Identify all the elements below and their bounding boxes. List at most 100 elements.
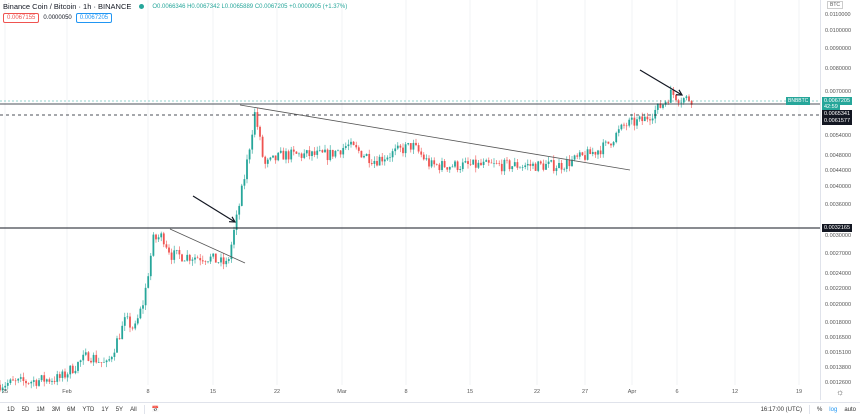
settings-gear-icon[interactable]: ☼ bbox=[836, 387, 845, 397]
candle bbox=[118, 338, 121, 340]
buy-button[interactable]: 0.0067205 bbox=[75, 13, 113, 23]
candle bbox=[563, 168, 566, 170]
candle bbox=[448, 166, 451, 170]
candle bbox=[251, 134, 254, 150]
candle bbox=[19, 377, 22, 379]
candle bbox=[615, 132, 618, 143]
candle bbox=[243, 179, 246, 186]
range-button-6m[interactable]: 6M bbox=[67, 406, 76, 413]
candle bbox=[636, 119, 638, 126]
candle bbox=[110, 356, 113, 360]
candle bbox=[620, 124, 623, 130]
auto-toggle[interactable]: auto bbox=[844, 406, 856, 413]
range-button-1m[interactable]: 1M bbox=[36, 406, 45, 413]
candle bbox=[511, 166, 514, 170]
percent-toggle[interactable]: % bbox=[816, 406, 823, 413]
range-button-all[interactable]: All bbox=[130, 406, 137, 413]
candle bbox=[95, 354, 98, 363]
date-label: 22 bbox=[533, 389, 541, 395]
candle bbox=[599, 150, 602, 155]
calendar-icon[interactable]: 📅 bbox=[151, 407, 160, 413]
candle bbox=[350, 141, 352, 145]
candle bbox=[506, 159, 508, 161]
candle bbox=[638, 116, 641, 120]
price-label: 0.0020000 bbox=[825, 301, 851, 308]
candle bbox=[420, 151, 423, 155]
symbol-title[interactable]: Binance Coin / Bitcoin · 1h · BINANCE bbox=[3, 2, 132, 11]
candle bbox=[654, 109, 657, 119]
candle bbox=[381, 156, 384, 162]
candle bbox=[565, 159, 568, 169]
candle bbox=[235, 214, 238, 230]
price-label: 0.0022000 bbox=[825, 285, 851, 292]
candle bbox=[503, 159, 506, 172]
range-button-1d[interactable]: 1D bbox=[7, 406, 15, 413]
candle bbox=[175, 250, 178, 251]
candle bbox=[45, 379, 48, 382]
candle bbox=[279, 150, 282, 153]
candle bbox=[209, 256, 212, 262]
candle bbox=[69, 365, 72, 375]
candle bbox=[324, 149, 326, 153]
candle bbox=[321, 150, 324, 153]
clock-readout[interactable]: 16:17:00 (UTC) bbox=[760, 406, 802, 413]
price-axis[interactable]: BTC 0.0110000 0.0100000 0.0090000 0.0080000… bbox=[820, 0, 860, 400]
price-label: 0.0015100 bbox=[825, 349, 851, 356]
range-button-1y[interactable]: 1Y bbox=[101, 406, 109, 413]
candle bbox=[690, 101, 693, 105]
log-toggle[interactable]: log bbox=[829, 406, 838, 413]
date-label: 19 bbox=[795, 389, 803, 395]
currency-label[interactable]: BTC bbox=[827, 1, 843, 9]
candle bbox=[27, 383, 30, 384]
candle bbox=[589, 149, 592, 155]
candle bbox=[422, 154, 425, 160]
date-label: 27 bbox=[581, 389, 589, 395]
candle bbox=[303, 153, 306, 158]
candle bbox=[282, 150, 285, 160]
candle bbox=[628, 119, 631, 126]
chart-header: Binance Coin / Bitcoin · 1h · BINANCE O0… bbox=[3, 2, 347, 11]
candle bbox=[550, 160, 553, 162]
candle bbox=[612, 142, 615, 146]
candle bbox=[32, 380, 35, 382]
candle bbox=[318, 150, 321, 151]
candle bbox=[677, 100, 680, 104]
candle bbox=[194, 257, 196, 260]
candle bbox=[230, 244, 233, 260]
range-button-5y[interactable]: 5Y bbox=[115, 406, 124, 413]
candle bbox=[376, 160, 378, 166]
price-label: 0.0016500 bbox=[825, 334, 851, 341]
candle bbox=[521, 167, 524, 168]
price-label: 0.0054000 bbox=[825, 132, 851, 139]
candle bbox=[355, 145, 358, 148]
range-button-ytd[interactable]: YTD bbox=[82, 406, 95, 413]
candle bbox=[490, 162, 493, 164]
price-tag: 0.0032165 bbox=[822, 224, 852, 232]
market-status-icon bbox=[139, 4, 145, 9]
candle bbox=[123, 317, 126, 326]
candle bbox=[391, 151, 394, 158]
candle bbox=[113, 352, 116, 357]
sell-button[interactable]: 0.0067155 bbox=[3, 13, 40, 23]
candle bbox=[370, 163, 373, 164]
candle bbox=[274, 155, 277, 161]
candle bbox=[139, 308, 142, 319]
candle bbox=[300, 153, 303, 158]
candle bbox=[659, 103, 662, 108]
price-chart[interactable] bbox=[0, 0, 820, 400]
candle bbox=[459, 169, 462, 171]
candle bbox=[597, 150, 599, 155]
candle bbox=[368, 153, 371, 164]
candle bbox=[389, 157, 391, 158]
candle bbox=[591, 151, 594, 155]
candle bbox=[14, 380, 17, 382]
candle bbox=[196, 257, 199, 259]
candle bbox=[103, 362, 105, 363]
range-button-3m[interactable]: 3M bbox=[51, 406, 61, 413]
candle bbox=[183, 260, 186, 262]
range-button-5d[interactable]: 5D bbox=[21, 406, 30, 413]
candle bbox=[162, 233, 165, 245]
candle bbox=[188, 254, 191, 261]
candle bbox=[240, 185, 243, 206]
candle bbox=[12, 379, 14, 381]
